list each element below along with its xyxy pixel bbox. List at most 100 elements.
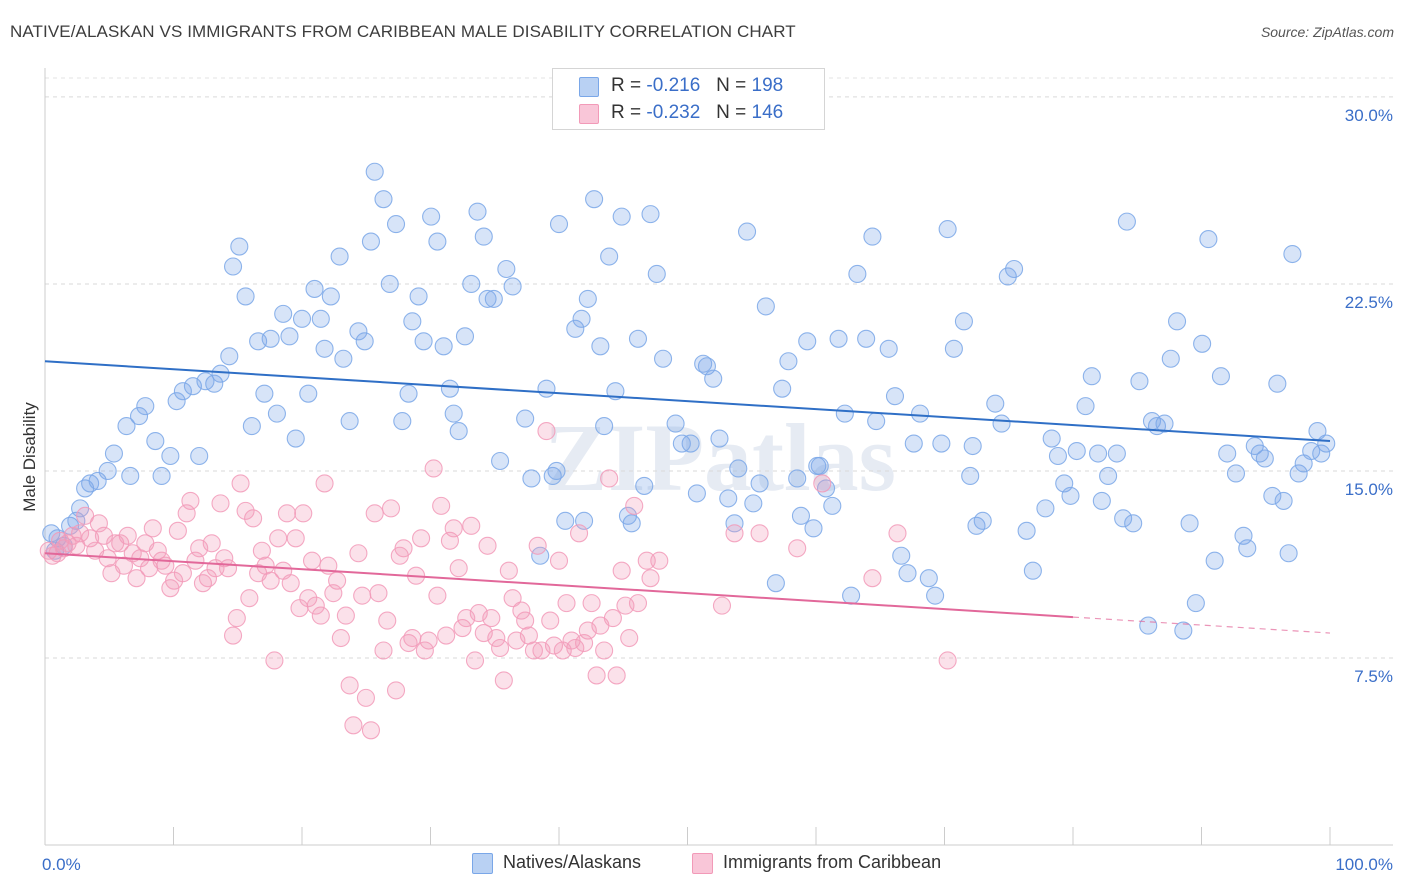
data-point <box>340 676 359 695</box>
data-point <box>1114 509 1133 528</box>
data-point <box>487 628 506 648</box>
data-point <box>255 384 274 403</box>
data-point <box>117 417 136 436</box>
data-point <box>218 559 238 578</box>
data-point <box>136 397 155 416</box>
data-point <box>612 561 631 580</box>
data-point <box>879 339 898 358</box>
data-point <box>687 484 706 503</box>
data-point <box>773 379 792 398</box>
y-tick-label: 30.0% <box>1345 106 1393 125</box>
data-point <box>541 611 560 630</box>
data-point <box>355 332 374 351</box>
data-point <box>394 539 413 558</box>
data-point <box>557 594 576 613</box>
data-point <box>544 636 564 655</box>
data-point <box>499 561 518 580</box>
legend-n-label: N = <box>716 75 747 96</box>
data-point <box>455 327 475 346</box>
legend-r-label: R = <box>611 102 642 123</box>
data-point <box>349 544 368 563</box>
series-legend-swatch-caribbean <box>692 853 713 874</box>
data-point <box>1274 491 1293 510</box>
data-point <box>311 606 330 625</box>
data-point <box>938 651 957 670</box>
data-point <box>1174 621 1193 640</box>
data-point <box>361 721 381 740</box>
data-point <box>211 364 230 383</box>
data-point <box>414 332 433 351</box>
data-point <box>804 519 823 538</box>
data-point <box>478 289 497 308</box>
data-point <box>353 586 372 605</box>
data-point <box>419 631 438 650</box>
data-point <box>380 274 399 294</box>
data-point <box>963 436 982 456</box>
data-point <box>315 474 334 493</box>
data-point <box>926 586 945 605</box>
data-point <box>710 429 729 448</box>
data-point <box>453 619 472 638</box>
data-point <box>798 332 817 351</box>
legend-swatch-natives <box>579 77 599 97</box>
data-point <box>537 379 556 398</box>
data-point <box>1036 499 1055 518</box>
data-point <box>127 569 146 588</box>
data-point <box>666 414 685 433</box>
y-tick-label: 7.5% <box>1354 667 1393 686</box>
data-point <box>904 434 923 453</box>
data-point <box>829 329 848 348</box>
data-point <box>566 638 585 658</box>
x-tick-label-max: 100.0% <box>1335 855 1393 874</box>
data-point <box>386 681 406 700</box>
data-point <box>503 589 522 608</box>
data-point <box>215 549 234 568</box>
data-point <box>223 626 243 645</box>
data-point <box>810 456 829 476</box>
data-point <box>315 339 334 358</box>
data-point <box>892 546 911 565</box>
x-tick-label-min: 0.0% <box>42 855 81 874</box>
data-point <box>242 417 261 436</box>
data-point <box>681 434 700 453</box>
legend-n-value-caribbean: 146 <box>751 102 784 123</box>
data-point <box>1076 397 1095 416</box>
data-point <box>857 329 876 348</box>
data-point <box>1250 444 1269 463</box>
data-point <box>121 466 140 486</box>
legend-text-natives: R = -0.216 N = 198 <box>611 75 783 97</box>
data-point <box>1023 561 1042 580</box>
data-point <box>1067 441 1086 461</box>
data-point <box>1139 616 1158 635</box>
data-point <box>294 504 313 523</box>
data-point <box>998 267 1017 286</box>
trend-line-extension-caribbean <box>1072 616 1331 634</box>
data-point <box>835 404 854 423</box>
data-point <box>211 494 230 513</box>
data-point <box>729 459 748 478</box>
data-point <box>299 384 318 403</box>
data-point <box>449 422 468 441</box>
data-point <box>161 446 180 466</box>
data-point <box>361 232 381 251</box>
data-point <box>1205 551 1224 570</box>
legend-n-label: N = <box>716 102 747 123</box>
data-point <box>625 496 644 515</box>
data-point <box>628 329 648 348</box>
axes <box>44 68 1393 846</box>
data-point <box>911 404 930 423</box>
data-point <box>181 491 200 510</box>
data-point <box>231 474 250 493</box>
data-point <box>369 584 388 603</box>
data-point <box>444 404 463 423</box>
data-point <box>424 459 443 478</box>
data-point <box>286 429 305 448</box>
data-point <box>261 329 280 348</box>
data-point <box>462 274 481 294</box>
data-point <box>497 259 516 279</box>
data-point <box>647 264 666 284</box>
data-point <box>465 651 485 670</box>
data-point <box>202 534 221 553</box>
data-point <box>600 247 619 266</box>
data-point <box>381 499 401 518</box>
